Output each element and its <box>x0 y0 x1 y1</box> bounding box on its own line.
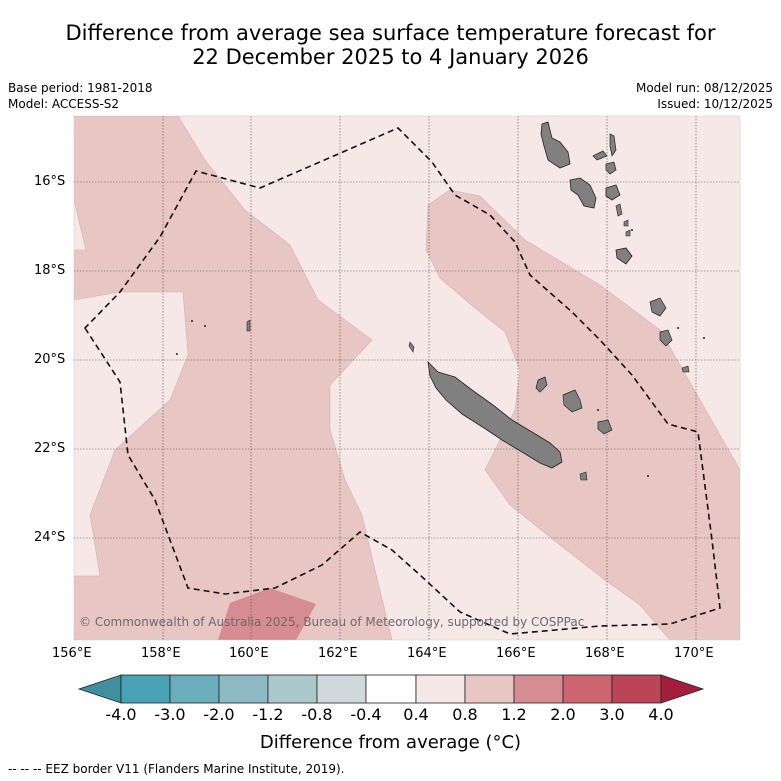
lon-label: 168°E <box>585 646 625 661</box>
model-name: Model: ACCESS-S2 <box>8 97 120 111</box>
pacific-islet <box>597 409 599 411</box>
espiritu-santo-island <box>540 121 571 169</box>
anomaly-region-east <box>425 189 740 640</box>
copyright-notice: © Commonwealth of Australia 2025, Bureau… <box>79 615 584 629</box>
base-period: Base period: 1981-2018 <box>8 81 153 95</box>
colorbar-tick-label: 3.0 <box>599 705 625 724</box>
lat-label: 20°S <box>34 352 66 367</box>
futuna-islet <box>681 365 690 373</box>
aneityum-island <box>659 329 673 347</box>
colorbar-extend-low <box>77 674 122 704</box>
colorbar-bin <box>169 674 220 704</box>
colorbar-title: Difference from average (°C) <box>259 732 522 753</box>
colorbar-bin <box>611 674 662 704</box>
chesterfield-islets <box>246 319 251 332</box>
tanna-island <box>649 297 667 317</box>
new-caledonia-island <box>427 360 563 469</box>
colorbar-tick-label: 1.2 <box>501 705 527 724</box>
colorbar-bin <box>464 674 515 704</box>
colorbar-tick-label: -0.8 <box>301 705 333 724</box>
lat-label: 24°S <box>34 530 66 545</box>
coral-sea-islet <box>204 325 206 327</box>
coral-sea-islet <box>176 353 178 355</box>
map-frame <box>73 115 741 641</box>
lon-label: 166°E <box>496 646 536 661</box>
ouvea-island <box>535 376 548 393</box>
lon-label: 158°E <box>141 646 181 661</box>
mare-island <box>597 419 613 435</box>
colorbar-bin <box>365 674 417 704</box>
anomaly-region-warm <box>218 588 316 640</box>
lat-label: 22°S <box>34 441 66 456</box>
eez-footnote: -- -- -- EEZ border V11 (Flanders Marine… <box>8 762 345 776</box>
issued-date: Issued: 10/12/2025 <box>657 97 773 111</box>
colorbar-bin <box>316 674 367 704</box>
colorbar-bin <box>562 674 613 704</box>
colorbar-extend-high <box>660 674 705 704</box>
colorbar-tick-label: 0.4 <box>403 705 429 724</box>
colorbar-tick-label: -2.0 <box>203 705 235 724</box>
lon-label: 156°E <box>52 646 92 661</box>
colorbar-bin <box>415 674 466 704</box>
lon-label: 164°E <box>407 646 447 661</box>
pacific-islet <box>647 475 649 477</box>
ambae-island <box>592 150 608 161</box>
pacific-islet <box>703 337 705 339</box>
lat-label: 18°S <box>34 263 66 278</box>
colorbar-tick-label: 2.0 <box>550 705 576 724</box>
shepherd-islets <box>615 203 631 237</box>
colorbar-bin <box>218 674 269 704</box>
pacific-islet <box>631 229 633 231</box>
colorbar-tick-label: 0.8 <box>452 705 478 724</box>
pentecost-island <box>609 133 617 157</box>
ambrym-island <box>605 161 617 175</box>
lon-label: 160°E <box>229 646 269 661</box>
colorbar-bin <box>513 674 564 704</box>
colorbar-tick-label: -3.0 <box>154 705 186 724</box>
coral-sea-islet <box>191 320 193 322</box>
pacific-islet <box>677 327 679 329</box>
lon-label: 170°E <box>674 646 714 661</box>
efate-island <box>605 184 621 201</box>
colorbar <box>77 674 705 704</box>
lifou-island <box>562 389 583 413</box>
walpole-island <box>579 471 588 481</box>
lon-label: 162°E <box>318 646 358 661</box>
colorbar-bin <box>120 674 171 704</box>
erromango-island <box>615 247 633 265</box>
colorbar-tick-label: 4.0 <box>648 705 674 724</box>
colorbar-tick-label: -4.0 <box>105 705 137 724</box>
lat-label: 16°S <box>34 174 66 189</box>
map-title-line1: Difference from average sea surface temp… <box>65 21 716 45</box>
belep-islets <box>408 341 415 353</box>
colorbar-tick-label: -0.4 <box>350 705 382 724</box>
model-run: Model run: 08/12/2025 <box>635 81 773 95</box>
malakula-island <box>569 177 597 209</box>
anomaly-region-west <box>74 116 393 640</box>
map-title-line2: 22 December 2025 to 4 January 2026 <box>192 45 589 69</box>
anomaly-field <box>74 116 740 640</box>
gridlines <box>74 116 740 640</box>
colorbar-tick-label: -1.2 <box>252 705 284 724</box>
colorbar-bin <box>267 674 318 704</box>
